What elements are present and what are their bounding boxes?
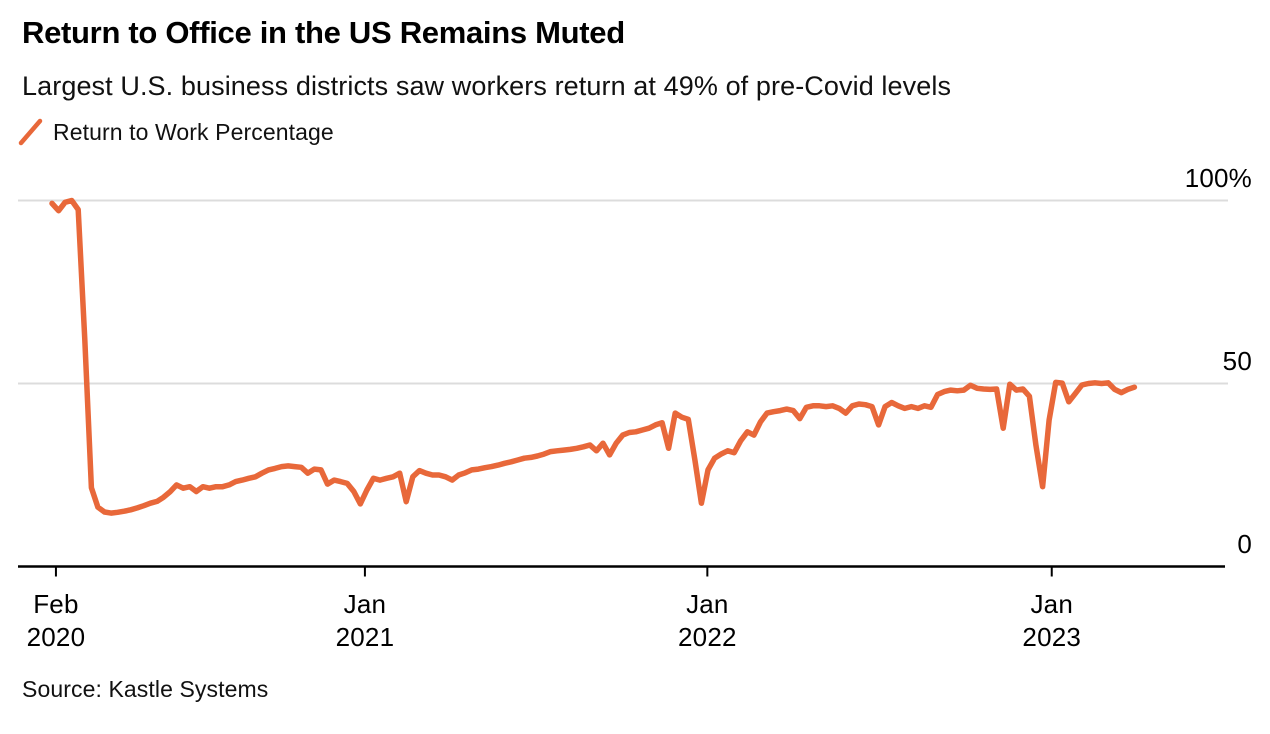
x-axis-label-feb-2020: Feb 2020 (27, 588, 86, 654)
x-axis-label-jan-2022: Jan 2022 (678, 588, 737, 654)
x-axis-label-jan-2021: Jan 2021 (336, 588, 395, 654)
x-tick-year: 2023 (1022, 622, 1082, 652)
legend: Return to Work Percentage (18, 118, 334, 146)
y-axis-label-0: 0 (1237, 528, 1252, 559)
x-tick-month: Jan (686, 589, 729, 619)
y-axis-label-50: 50 (1222, 345, 1252, 376)
x-tick-month: Feb (33, 589, 79, 619)
source-note: Source: Kastle Systems (22, 676, 269, 702)
legend-label: Return to Work Percentage (53, 118, 334, 145)
chart-title: Return to Office in the US Remains Muted (22, 15, 625, 50)
chart-subtitle: Largest U.S. business districts saw work… (22, 71, 952, 101)
x-tick-month: Jan (343, 589, 387, 619)
return-to-work-line (49, 197, 1138, 516)
x-axis-label-jan-2023: Jan 2023 (1022, 588, 1081, 654)
x-tick-year: 2022 (678, 622, 737, 652)
y-axis-label-100: 100% (1184, 162, 1252, 193)
x-tick-year: 2020 (26, 622, 86, 652)
legend-line-icon (18, 118, 43, 146)
x-tick-year: 2021 (335, 622, 395, 652)
x-tick-month: Jan (1030, 589, 1073, 619)
